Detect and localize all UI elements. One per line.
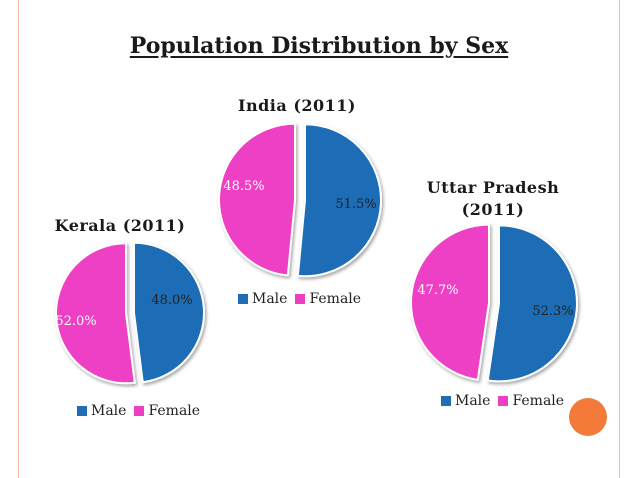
- legend-item-male: Male: [441, 393, 490, 409]
- legend-swatch-male: [238, 294, 248, 304]
- legend-swatch-male: [441, 396, 451, 406]
- legend-label-male: Male: [455, 393, 491, 409]
- legend-item-female: Female: [134, 403, 200, 419]
- legend-swatch-female: [498, 396, 509, 406]
- kerala-legend: Male Female: [77, 403, 208, 419]
- legend-label-female: Female: [148, 403, 201, 419]
- data-label-female: 48.5%: [223, 179, 264, 194]
- pie-slice-male: [296, 123, 382, 278]
- legend-label-female: Female: [512, 393, 565, 409]
- up-chart-title: Uttar Pradesh (2011): [408, 177, 578, 221]
- legend-swatch-female: [134, 406, 145, 416]
- pie-slice-female: [55, 242, 136, 385]
- india-legend: Male Female: [238, 291, 369, 307]
- legend-item-female: Female: [295, 291, 361, 307]
- up-chart-title-line-2: (2011): [461, 200, 525, 219]
- legend-label-female: Female: [309, 291, 362, 307]
- left-border-line: [18, 0, 19, 478]
- up-chart-title-line-1: Uttar Pradesh: [426, 178, 560, 197]
- pie-slice-female: [410, 223, 491, 381]
- kerala-pie: 48.0% 52.0%: [55, 241, 205, 385]
- kerala-chart-title: Kerala (2011): [54, 216, 186, 235]
- data-label-male: 48.0%: [151, 293, 192, 308]
- pie-slice-male: [132, 241, 205, 384]
- pie-slice-female: [218, 122, 297, 277]
- legend-label-male: Male: [91, 403, 127, 419]
- legend-swatch-female: [295, 294, 306, 304]
- up-legend: Male Female: [441, 393, 572, 409]
- legend-swatch-male: [77, 406, 87, 416]
- data-label-male: 52.3%: [532, 304, 573, 319]
- slide-title: Population Distribution by Sex: [129, 33, 509, 59]
- up-pie: 52.3% 47.7%: [410, 223, 578, 383]
- india-pie: 51.5% 48.5%: [218, 122, 382, 278]
- legend-item-male: Male: [238, 291, 287, 307]
- decorative-orange-circle: [569, 398, 607, 436]
- right-border-line: [619, 0, 620, 478]
- legend-item-female: Female: [498, 393, 564, 409]
- legend-label-male: Male: [252, 291, 288, 307]
- india-chart-title: India (2011): [238, 96, 356, 115]
- pie-slice-male: [486, 224, 578, 383]
- data-label-female: 52.0%: [55, 314, 96, 329]
- data-label-male: 51.5%: [335, 197, 376, 212]
- legend-item-male: Male: [77, 403, 126, 419]
- data-label-female: 47.7%: [417, 283, 458, 298]
